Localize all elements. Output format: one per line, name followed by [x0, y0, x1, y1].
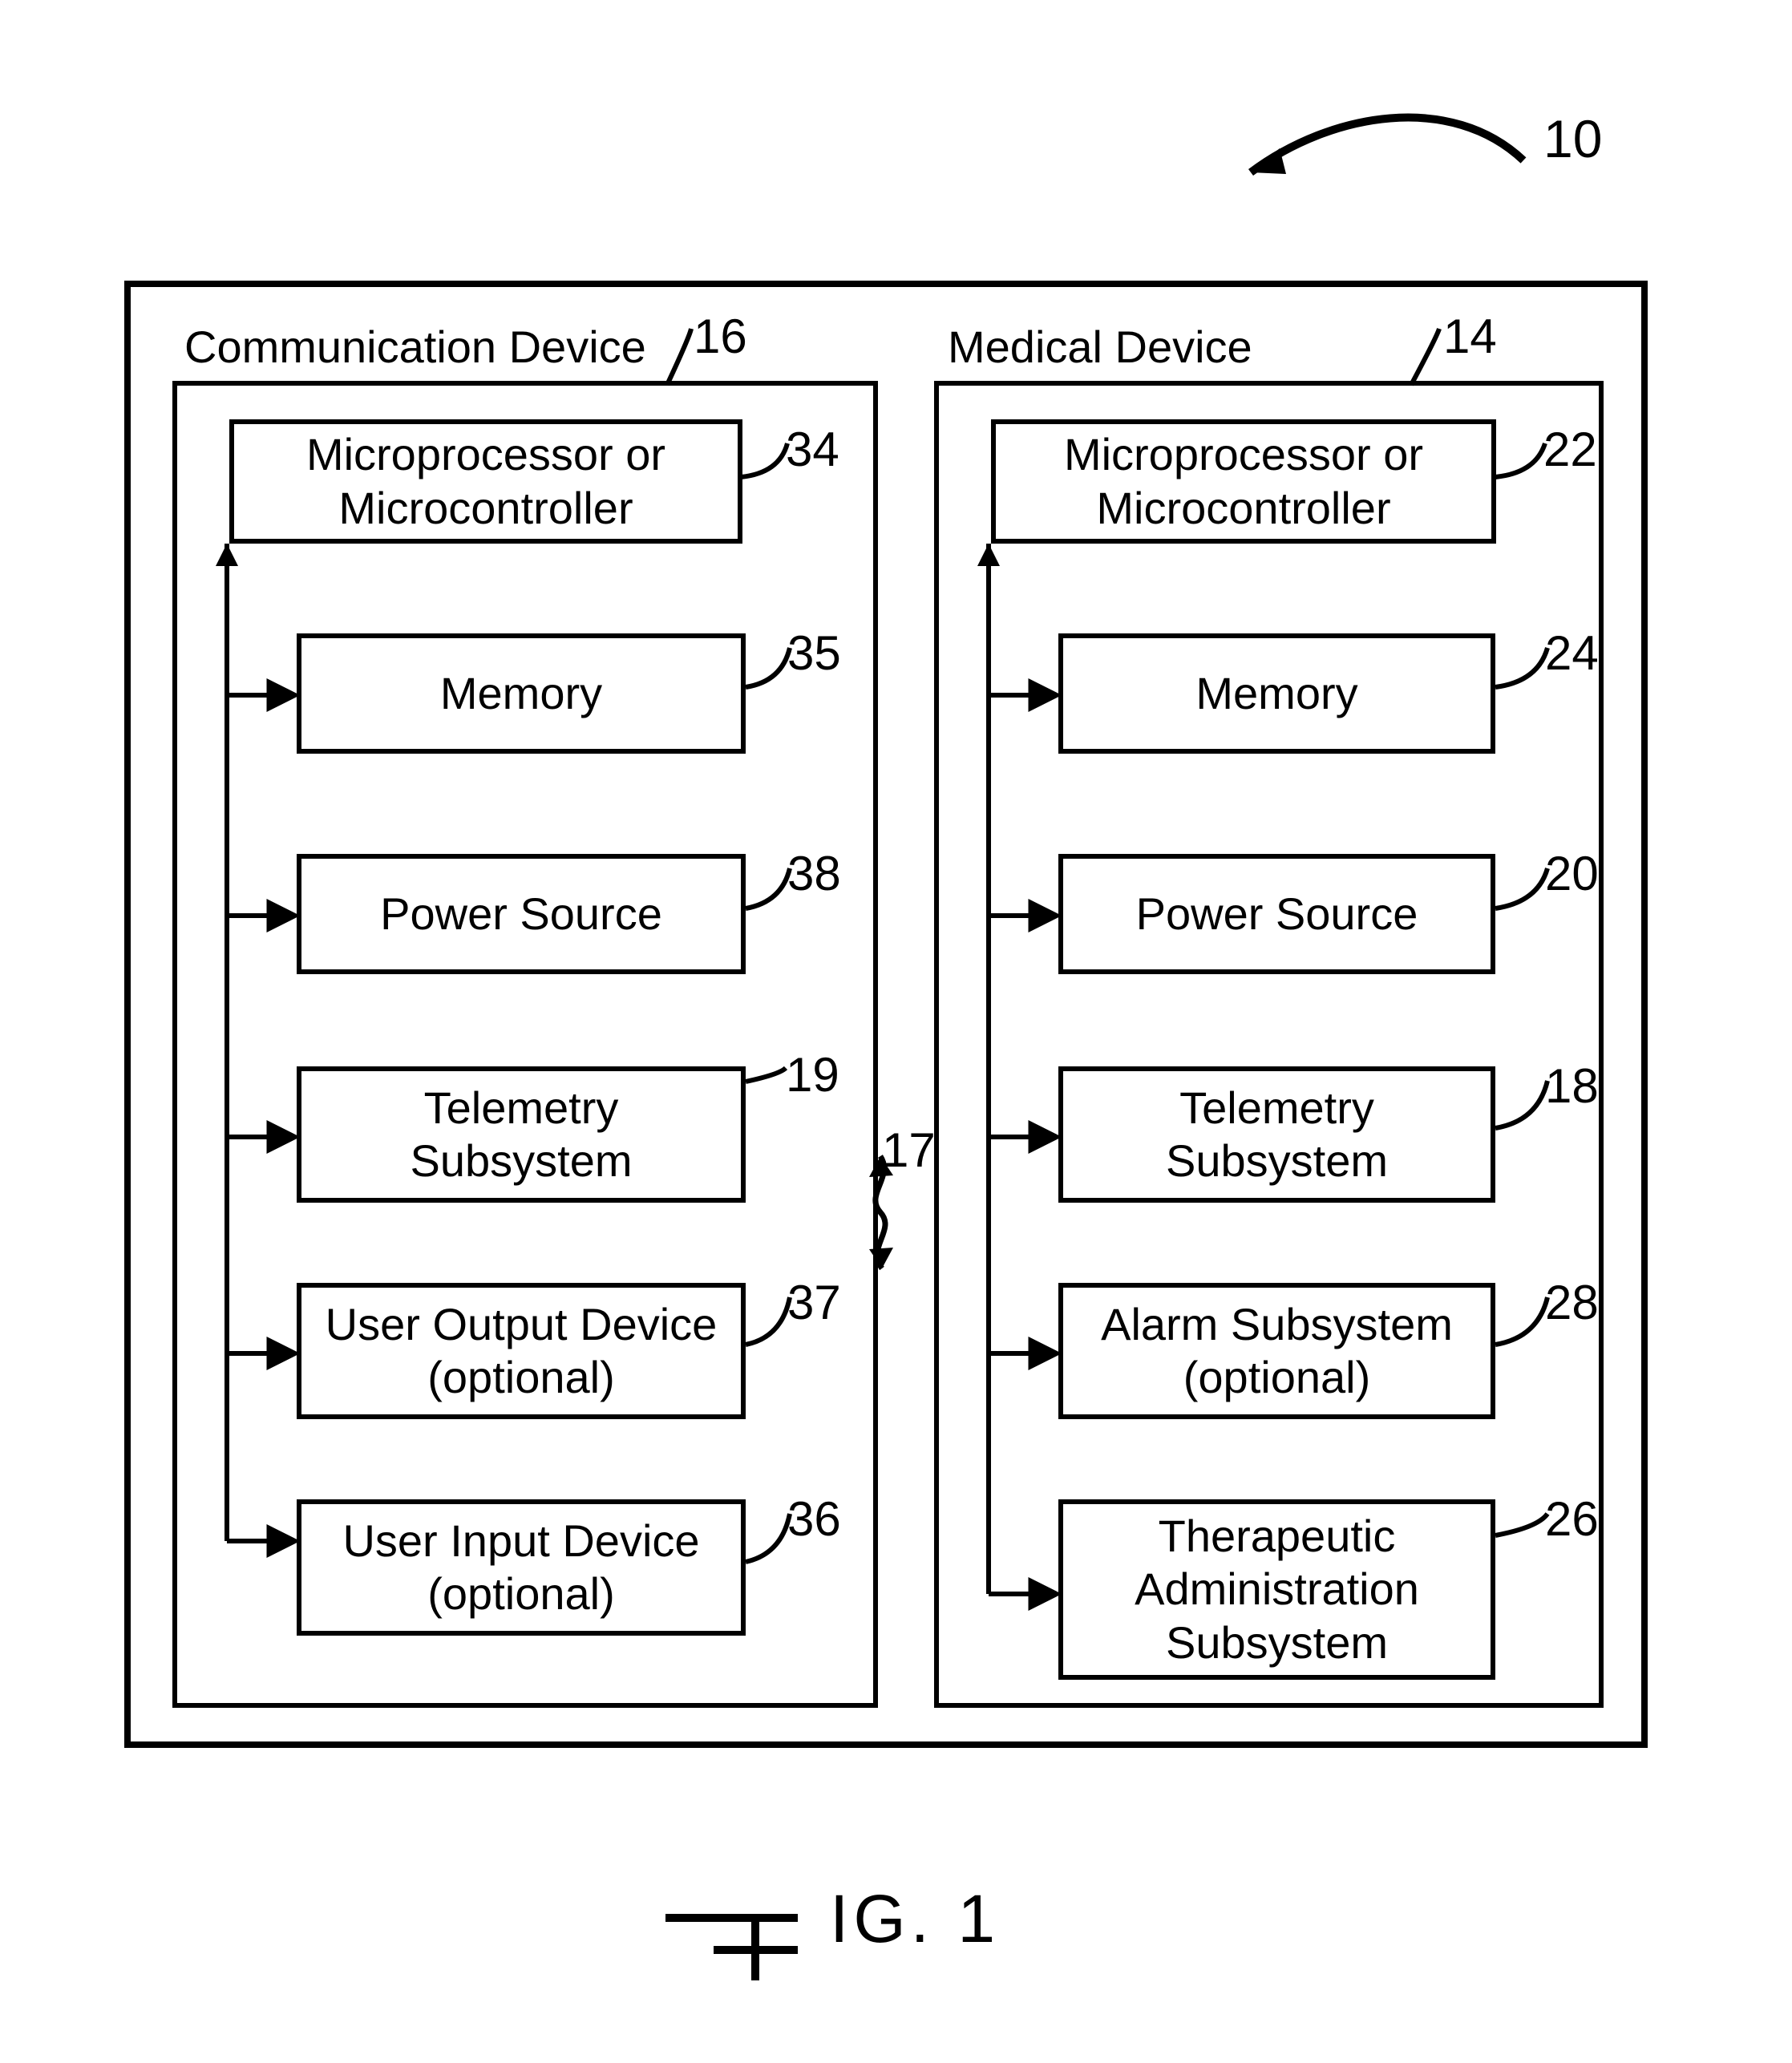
comm-pwr-label-line: Power Source [380, 888, 662, 940]
system-ref-10: 10 [1543, 108, 1602, 169]
med-device-ref: 14 [1443, 309, 1497, 364]
med-ther-label-line: Subsystem [1166, 1616, 1388, 1669]
med-alarm-label-line: Alarm Subsystem [1101, 1298, 1453, 1351]
comm-out-label-line: User Output Device [326, 1298, 718, 1351]
link-ref-17: 17 [882, 1123, 936, 1178]
comm-out-block: User Output Device(optional) [297, 1283, 746, 1419]
med-ther-ref: 26 [1545, 1491, 1599, 1547]
comm-mem-ref: 35 [787, 625, 841, 681]
med-mem-ref: 24 [1545, 625, 1599, 681]
comm-device-ref: 16 [694, 309, 747, 364]
comm-mem-block: Memory [297, 633, 746, 754]
comm-tel-label-line: Subsystem [411, 1135, 633, 1187]
med-pwr-block: Power Source [1058, 854, 1495, 974]
comm-in-label-line: (optional) [427, 1567, 614, 1620]
comm-tel-ref: 19 [786, 1047, 839, 1102]
figure-label-text: IG. 1 [830, 1880, 1000, 1958]
med-ther-label-line: Administration [1135, 1563, 1419, 1616]
comm-tel-label-line: Telemetry [424, 1082, 619, 1135]
med-pwr-label-line: Power Source [1136, 888, 1418, 940]
figure-canvas: Communication Device 16 Medical Device 1… [0, 0, 1792, 2063]
comm-mcu-block: Microprocessor orMicrocontroller [229, 419, 742, 544]
med-alarm-ref: 28 [1545, 1275, 1599, 1330]
med-tel-ref: 18 [1545, 1058, 1599, 1114]
med-tel-label-line: Subsystem [1166, 1135, 1388, 1187]
med-mcu-block: Microprocessor orMicrocontroller [991, 419, 1496, 544]
comm-tel-block: TelemetrySubsystem [297, 1066, 746, 1203]
comm-pwr-ref: 38 [787, 846, 841, 901]
comm-out-label-line: (optional) [427, 1351, 614, 1404]
med-tel-block: TelemetrySubsystem [1058, 1066, 1495, 1203]
med-mcu-ref: 22 [1543, 422, 1597, 477]
med-tel-label-line: Telemetry [1179, 1082, 1374, 1135]
med-alarm-block: Alarm Subsystem(optional) [1058, 1283, 1495, 1419]
comm-mcu-ref: 34 [786, 422, 839, 477]
comm-mcu-label-line: Microprocessor or [306, 428, 665, 481]
comm-mem-label-line: Memory [440, 667, 602, 720]
med-pwr-ref: 20 [1545, 846, 1599, 901]
comm-in-label-line: User Input Device [342, 1515, 699, 1567]
comm-mcu-label-line: Microcontroller [338, 482, 633, 535]
med-mem-label-line: Memory [1195, 667, 1357, 720]
med-mem-block: Memory [1058, 633, 1495, 754]
comm-device-title: Communication Device [184, 321, 646, 373]
med-ther-block: TherapeuticAdministrationSubsystem [1058, 1499, 1495, 1680]
med-mcu-label-line: Microcontroller [1096, 482, 1390, 535]
comm-pwr-block: Power Source [297, 854, 746, 974]
comm-out-ref: 37 [787, 1275, 841, 1330]
med-ther-label-line: Therapeutic [1159, 1510, 1396, 1563]
comm-in-ref: 36 [787, 1491, 841, 1547]
comm-in-block: User Input Device(optional) [297, 1499, 746, 1636]
med-device-title: Medical Device [948, 321, 1252, 373]
med-mcu-label-line: Microprocessor or [1064, 428, 1423, 481]
med-alarm-label-line: (optional) [1183, 1351, 1370, 1404]
